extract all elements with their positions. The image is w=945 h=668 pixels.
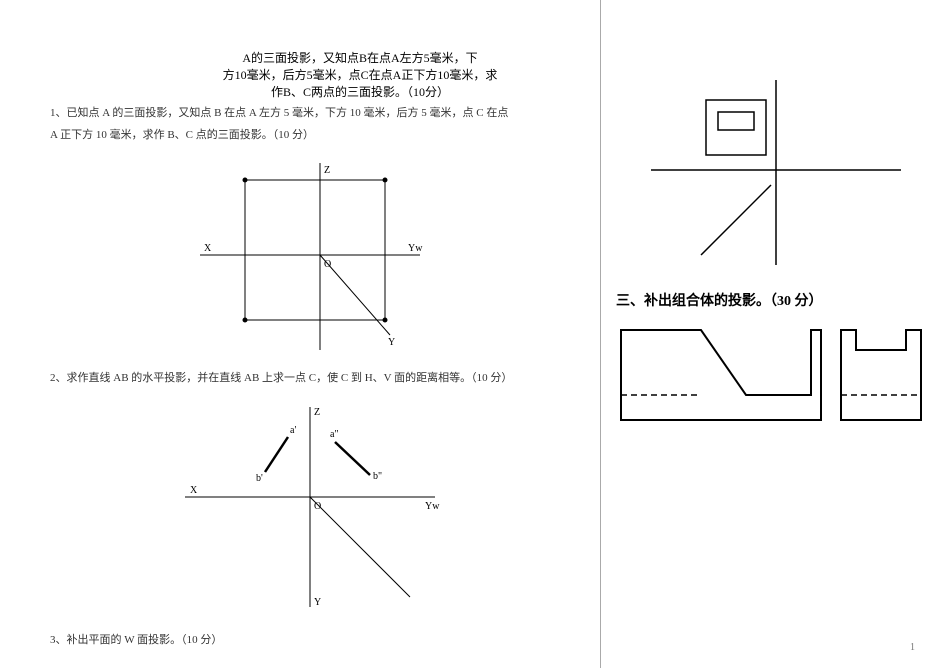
question-3: 3、补出平面的 W 面投影。（10 分）	[50, 632, 570, 650]
axis-y-label: Y	[388, 337, 395, 348]
left-column: A的三面投影，又知点B在点A左方5毫米，下 方10毫米，后方5毫米，点C在点A正…	[0, 0, 600, 668]
figure-right-bottom	[616, 325, 926, 425]
axis-x-label-2: X	[190, 485, 198, 496]
figure-right-top	[631, 70, 911, 270]
question-1-line1: 1、已知点 A 的三面投影，又知点 B 在点 A 左方 5 毫米，下方 10 毫…	[50, 105, 570, 123]
point-a1: a'	[290, 425, 296, 436]
axis-z-label: Z	[324, 165, 330, 176]
figure-1: X Yw Z Y O	[190, 155, 430, 355]
title-line1: A的三面投影，又知点B在点A左方5毫米，下	[150, 50, 570, 67]
origin-label: O	[324, 259, 331, 270]
origin-label-2: O	[314, 501, 321, 512]
point-b2: b"	[373, 471, 382, 482]
axis-x-label: X	[204, 243, 212, 254]
question-2: 2、求作直线 AB 的水平投影，并在直线 AB 上求一点 C，使 C 到 H、V…	[50, 370, 570, 388]
axis-yw-label-2: Yw	[425, 501, 440, 512]
question-1-line2: A 正下方 10 毫米，求作 B、C 点的三面投影。（10 分）	[50, 127, 570, 145]
section-3-heading: 三、补出组合体的投影。（30 分）	[616, 290, 925, 310]
page-number: 1	[910, 642, 915, 653]
figure-2: X Yw Z Y O a' b' a" b"	[170, 397, 450, 617]
right-column: 三、补出组合体的投影。（30 分） 1	[600, 0, 945, 668]
axis-yw-label: Yw	[408, 243, 423, 254]
point-a2: a"	[330, 429, 339, 440]
title-block: A的三面投影，又知点B在点A左方5毫米，下 方10毫米，后方5毫米，点C在点A正…	[50, 50, 570, 100]
title-line2: 方10毫米，后方5毫米，点C在点A正下方10毫米，求	[150, 67, 570, 84]
axis-z-label-2: Z	[314, 407, 320, 418]
point-b1: b'	[256, 473, 263, 484]
title-line3: 作B、C两点的三面投影。（10分）	[150, 84, 570, 101]
axis-y-label-2: Y	[314, 597, 321, 608]
